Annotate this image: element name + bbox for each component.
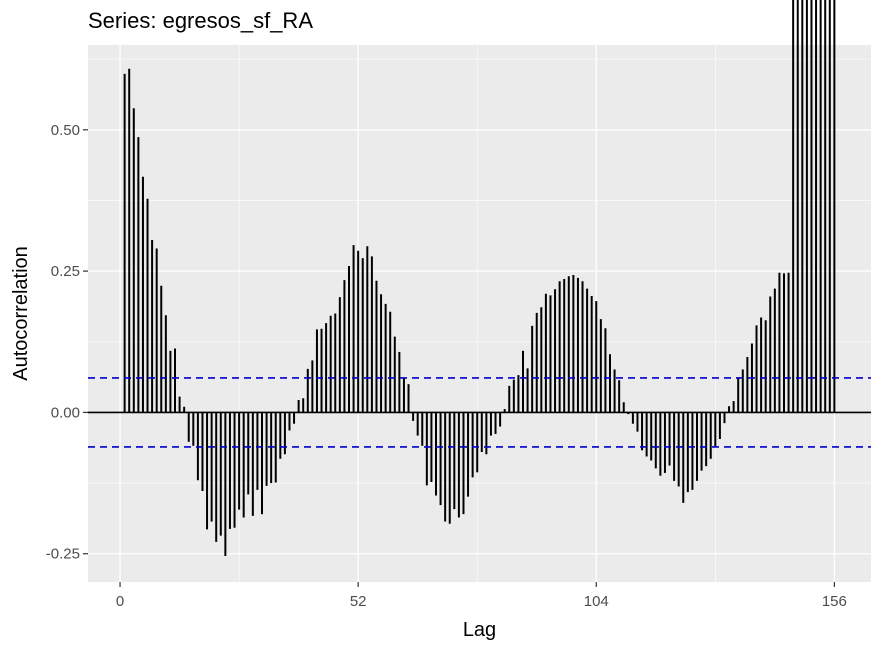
x-tick-label: 52 <box>350 593 367 610</box>
chart-title: Series: egresos_sf_RA <box>88 8 313 33</box>
x-tick-label: 156 <box>822 593 847 610</box>
y-tick-label: 0.50 <box>51 122 80 139</box>
plot-panel <box>88 45 871 582</box>
x-tick-label: 104 <box>584 593 609 610</box>
x-axis-title: Lag <box>463 619 496 641</box>
x-tick-label: 0 <box>116 593 124 610</box>
y-tick-label: -0.25 <box>46 546 80 563</box>
y-axis-title: Autocorrelation <box>10 246 32 381</box>
y-tick-label: 0.00 <box>51 404 80 421</box>
y-tick-label: 0.25 <box>51 263 80 280</box>
